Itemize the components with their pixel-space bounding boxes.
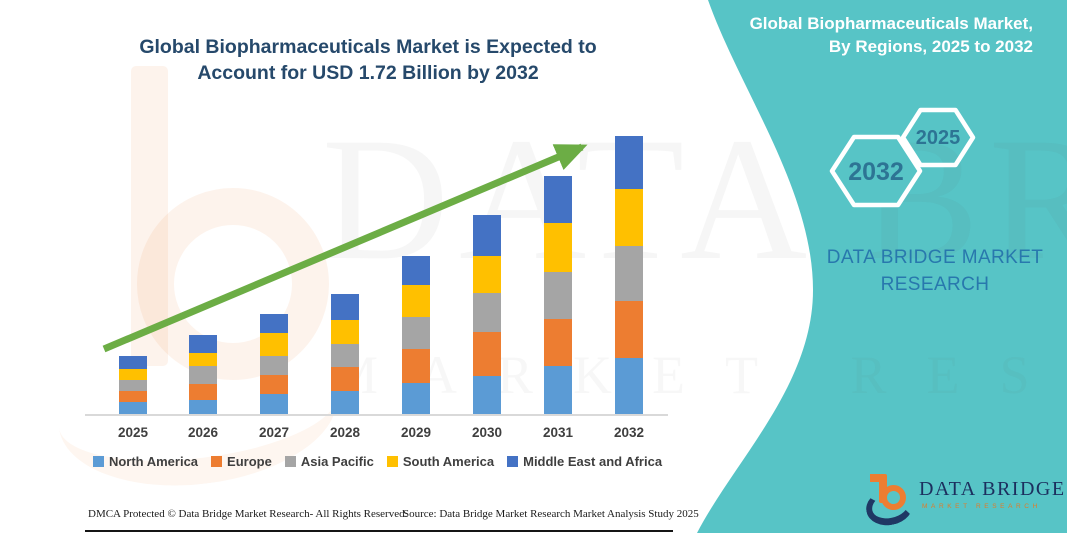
x-label-2027: 2027 [258,425,290,440]
side-panel-heading-line2: By Regions, 2025 to 2032 [828,37,1033,57]
data-bridge-logo-icon [862,472,917,530]
brand-text-line1: DATA BRIDGE MARKET [826,247,1044,268]
data-bridge-logo: DATA BRIDGE MARKET RESEARCH [862,472,1064,530]
chart-legend: North America Europe Asia Pacific South Ame… [80,454,675,469]
segment-2026-south-america [189,353,217,366]
segment-2025-asia-pacific [119,380,147,391]
segment-2030-asia-pacific [473,293,501,332]
logo-wordmark: DATA BRIDGE [919,478,1066,500]
segment-2032-north-america [615,358,643,415]
hexagon-2032-label: 2032 [848,158,904,186]
legend-label: Middle East and Africa [523,454,663,469]
segment-2032-middle-east-and-africa [615,136,643,189]
footer-divider [85,530,673,532]
bar-2026 [189,335,217,415]
segment-2025-south-america [119,369,147,380]
watermark-logo-b-bowl [137,188,329,380]
legend-swatch-icon [284,456,296,467]
segment-2026-europe [189,384,217,400]
logo-tagline: MARKET RESEARCH [922,503,1041,510]
legend-label: South America [402,454,495,469]
bar-2029 [402,256,430,415]
watermark-logo-b-stem [131,66,168,366]
segment-2031-south-america [544,223,572,272]
footer-copyright: DMCA Protected © Data Bridge Market Rese… [88,508,408,520]
bar-2025 [119,356,147,415]
segment-2027-middle-east-and-africa [260,314,288,333]
watermark-text-marketresearch: MARKET RESEARCH [330,345,1067,405]
segment-2029-north-america [402,383,430,415]
x-label-2030: 2030 [471,425,503,440]
segment-2027-europe [260,375,288,394]
bar-2027 [260,314,288,415]
side-panel-heading: Global Biopharmaceuticals Market, By Reg… [735,12,1033,59]
x-axis-line [85,414,668,416]
x-label-2026: 2026 [187,425,219,440]
legend-swatch-icon [92,456,104,467]
x-label-2025: 2025 [117,425,149,440]
segment-2027-asia-pacific [260,356,288,375]
legend-item-south-america: South America [386,454,495,469]
segment-2028-middle-east-and-africa [331,294,359,320]
bar-2032 [615,136,643,415]
segment-2025-europe [119,391,147,402]
segment-2030-europe [473,332,501,376]
segment-2030-south-america [473,256,501,293]
segment-2030-north-america [473,376,501,415]
x-label-2031: 2031 [542,425,574,440]
legend-label: Asia Pacific [300,454,374,469]
logo-b-bowl [881,485,906,510]
segment-2029-europe [402,349,430,383]
side-panel-brand-text: DATA BRIDGE MARKET RESEARCH [810,245,1060,298]
hexagon-2025-label: 2025 [915,127,961,149]
segment-2031-north-america [544,366,572,415]
legend-item-middle-east-and-africa: Middle East and Africa [507,454,662,469]
segment-2028-south-america [331,320,359,344]
legend-swatch-icon [211,456,223,467]
segment-2029-south-america [402,285,430,317]
segment-2032-asia-pacific [615,246,643,301]
x-label-2028: 2028 [329,425,361,440]
segment-2032-south-america [615,189,643,246]
logo-d-swoosh [862,484,917,530]
segment-2029-middle-east-and-africa [402,256,430,285]
segment-2026-asia-pacific [189,366,217,384]
legend-item-north-america: North America [92,454,199,469]
segment-2030-middle-east-and-africa [473,215,501,256]
segment-2031-middle-east-and-africa [544,176,572,223]
segment-2028-asia-pacific [331,344,359,367]
legend-label: Europe [227,454,272,469]
bar-2028 [331,294,359,415]
segment-2027-south-america [260,333,288,356]
logo-b-flag [870,474,880,482]
segment-2026-north-america [189,400,217,415]
footer-source: Source: Data Bridge Market Research Mark… [403,508,699,520]
x-label-2032: 2032 [613,425,645,440]
side-panel-heading-line1: Global Biopharmaceuticals Market, [749,14,1033,33]
segment-2025-north-america [119,402,147,415]
bar-2030 [473,215,501,415]
legend-swatch-icon [507,456,519,467]
segment-2029-asia-pacific [402,317,430,349]
segment-2025-middle-east-and-africa [119,356,147,369]
segment-2031-europe [544,319,572,366]
chart-title: Global Biopharmaceuticals Market is Expe… [139,36,597,85]
segment-2026-middle-east-and-africa [189,335,217,353]
segment-2031-asia-pacific [544,272,572,319]
segment-2027-north-america [260,394,288,415]
segment-2028-north-america [331,391,359,415]
brand-text-line2: RESEARCH [880,273,990,295]
legend-item-europe: Europe [211,454,272,469]
legend-swatch-icon [386,456,398,467]
x-label-2029: 2029 [400,425,432,440]
segment-2032-europe [615,301,643,358]
legend-item-asia-pacific: Asia Pacific [284,454,374,469]
bar-2031 [544,176,572,415]
segment-2028-europe [331,367,359,391]
legend-label: North America [108,454,199,469]
